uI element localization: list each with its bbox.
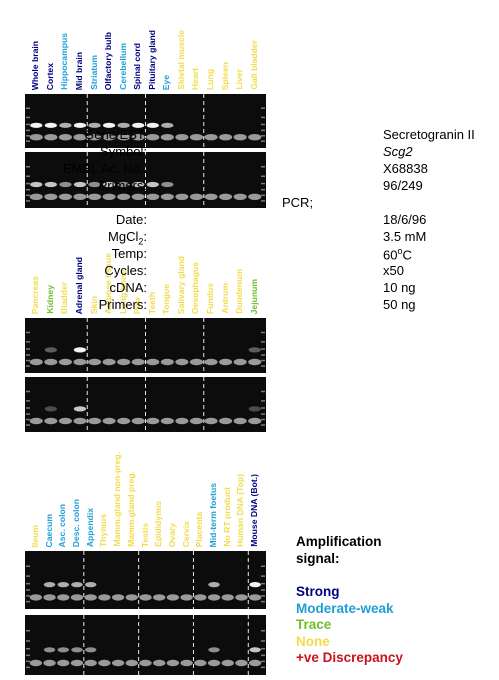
lane-label: Mamm.gland preg. bbox=[125, 471, 136, 547]
legend-moderate: Moderate-weak bbox=[296, 600, 394, 616]
gel-image-top bbox=[25, 551, 266, 609]
embl-label: EMBL Ac. No.: bbox=[62, 161, 147, 176]
lane-label: Skletal muscle bbox=[175, 30, 186, 90]
lane-label: Cortex bbox=[44, 62, 55, 90]
lane-label: Olfactory bulb bbox=[103, 31, 114, 90]
gene-label: Gene/EST: bbox=[84, 127, 147, 142]
lane-label: Adrenal gland bbox=[73, 256, 84, 314]
lane-label: No RT product bbox=[221, 487, 232, 547]
lane-label: Cervix bbox=[180, 520, 191, 547]
gene-value: Secretogranin II bbox=[383, 127, 475, 142]
gel-panel-peripheral-tissues: Pancreas Kidney Bladder Adrenal gland Skin Ad… bbox=[25, 253, 266, 432]
gel-image-bottom bbox=[25, 377, 266, 432]
lane-label: Kidney bbox=[44, 285, 55, 314]
legend-none: None bbox=[296, 633, 330, 649]
amplification-legend: Amplification signal: Strong Moderate-we… bbox=[296, 534, 403, 667]
lane-label: Antrum bbox=[219, 283, 230, 314]
lane-label: Liver bbox=[234, 69, 245, 90]
legend-trace: Trace bbox=[296, 617, 332, 632]
lane-label: Heart bbox=[190, 68, 201, 90]
date-label: Date: bbox=[115, 212, 147, 227]
temp-label: Temp: bbox=[111, 246, 147, 261]
lane-label: Tongue bbox=[161, 283, 172, 314]
lane-label: Caecum bbox=[43, 513, 54, 547]
lane-label: Salivary gland bbox=[175, 255, 186, 314]
pcr-heading: PCR; bbox=[282, 195, 314, 210]
lane-label: Mid brain bbox=[73, 51, 84, 90]
lane-label: Appendix bbox=[84, 507, 95, 547]
gel-image-top bbox=[25, 318, 266, 373]
lane-label: Striatum bbox=[88, 55, 99, 90]
symbol-value: Scg2 bbox=[383, 144, 413, 159]
lane-label: Jejunum bbox=[248, 278, 259, 314]
lane-label: Mid-term foetus bbox=[208, 482, 219, 547]
gel-image-top bbox=[25, 94, 266, 148]
lane-labels: Ileum Caecum Asc. colon Desc. colon Appendix… bbox=[25, 431, 266, 551]
lane-labels: Whole brain Cortex Hippocampus Mid brain Str… bbox=[25, 0, 266, 94]
lane-label: Pancreas bbox=[30, 275, 41, 314]
primers-value: 96/249 bbox=[383, 178, 423, 193]
lane-label: Human DNA (Top) bbox=[235, 473, 246, 547]
gel-image-bottom bbox=[25, 152, 266, 208]
lane-label: Pituitary gland bbox=[146, 30, 157, 90]
primers-label: Primers: bbox=[98, 178, 147, 193]
lane-label: Bladder bbox=[59, 282, 70, 314]
symbol-label: Symbol: bbox=[100, 144, 147, 159]
lane-label: Eye bbox=[161, 74, 172, 90]
embl-value: X68838 bbox=[383, 161, 428, 176]
lane-label: Spleen bbox=[219, 61, 230, 90]
lane-label: Placenta bbox=[194, 511, 205, 547]
legend-strong: Strong bbox=[296, 584, 340, 599]
primers2-value: 50 ng bbox=[383, 297, 416, 312]
lane-label: Lung bbox=[205, 69, 216, 90]
lane-label: Testis bbox=[139, 522, 150, 547]
mgcl2-value: 3.5 mM bbox=[383, 229, 427, 244]
lane-label: Cerebellum bbox=[117, 43, 128, 90]
lane-label: Asc. colon bbox=[57, 503, 68, 547]
lane-label: Oesophagus bbox=[190, 261, 201, 314]
lane-label: Spinal cord bbox=[132, 43, 143, 90]
legend-title-line2: signal: bbox=[296, 550, 340, 566]
lane-label: Gall bladder bbox=[248, 40, 259, 90]
lane-label: Fundus bbox=[205, 282, 216, 314]
lane-label: Ovary bbox=[166, 522, 177, 547]
primers2-label: Primers: bbox=[98, 297, 147, 312]
lane-label: Duodenum bbox=[234, 269, 245, 314]
lane-label: Thymus bbox=[98, 514, 109, 547]
legend-discrepancy: +ve Discrepancy bbox=[296, 650, 403, 665]
cdna-value: 10 ng bbox=[383, 280, 416, 295]
gel-panel-gut-and-reproductive: Ileum Caecum Asc. colon Desc. colon Appendix… bbox=[25, 452, 266, 675]
temp-value: 60oC bbox=[383, 246, 412, 263]
date-value: 18/6/96 bbox=[383, 212, 427, 227]
lane-label: Hippocampus bbox=[59, 33, 70, 90]
gel-panel-brain-tissues: Whole brain Cortex Hippocampus Mid brain Str… bbox=[25, 30, 266, 208]
gel-image-bottom bbox=[25, 615, 266, 675]
lane-label: Desc. colon bbox=[70, 498, 81, 547]
cdna-label: cDNA: bbox=[109, 280, 147, 295]
lane-label: Mamm.gland non-preg. bbox=[112, 452, 123, 547]
lane-label: Whole brain bbox=[30, 40, 41, 90]
lane-label: Teeth bbox=[146, 291, 157, 314]
lane-label: Epididymis bbox=[153, 501, 164, 547]
cycles-label: Cycles: bbox=[104, 263, 147, 278]
lane-label: Ileum bbox=[29, 524, 40, 547]
lane-label: Mouse DNA (Bot.) bbox=[249, 474, 260, 547]
mgcl2-label: MgCl2: bbox=[108, 229, 147, 247]
legend-title-line1: Amplification bbox=[296, 534, 382, 549]
cycles-value: x50 bbox=[383, 263, 404, 278]
